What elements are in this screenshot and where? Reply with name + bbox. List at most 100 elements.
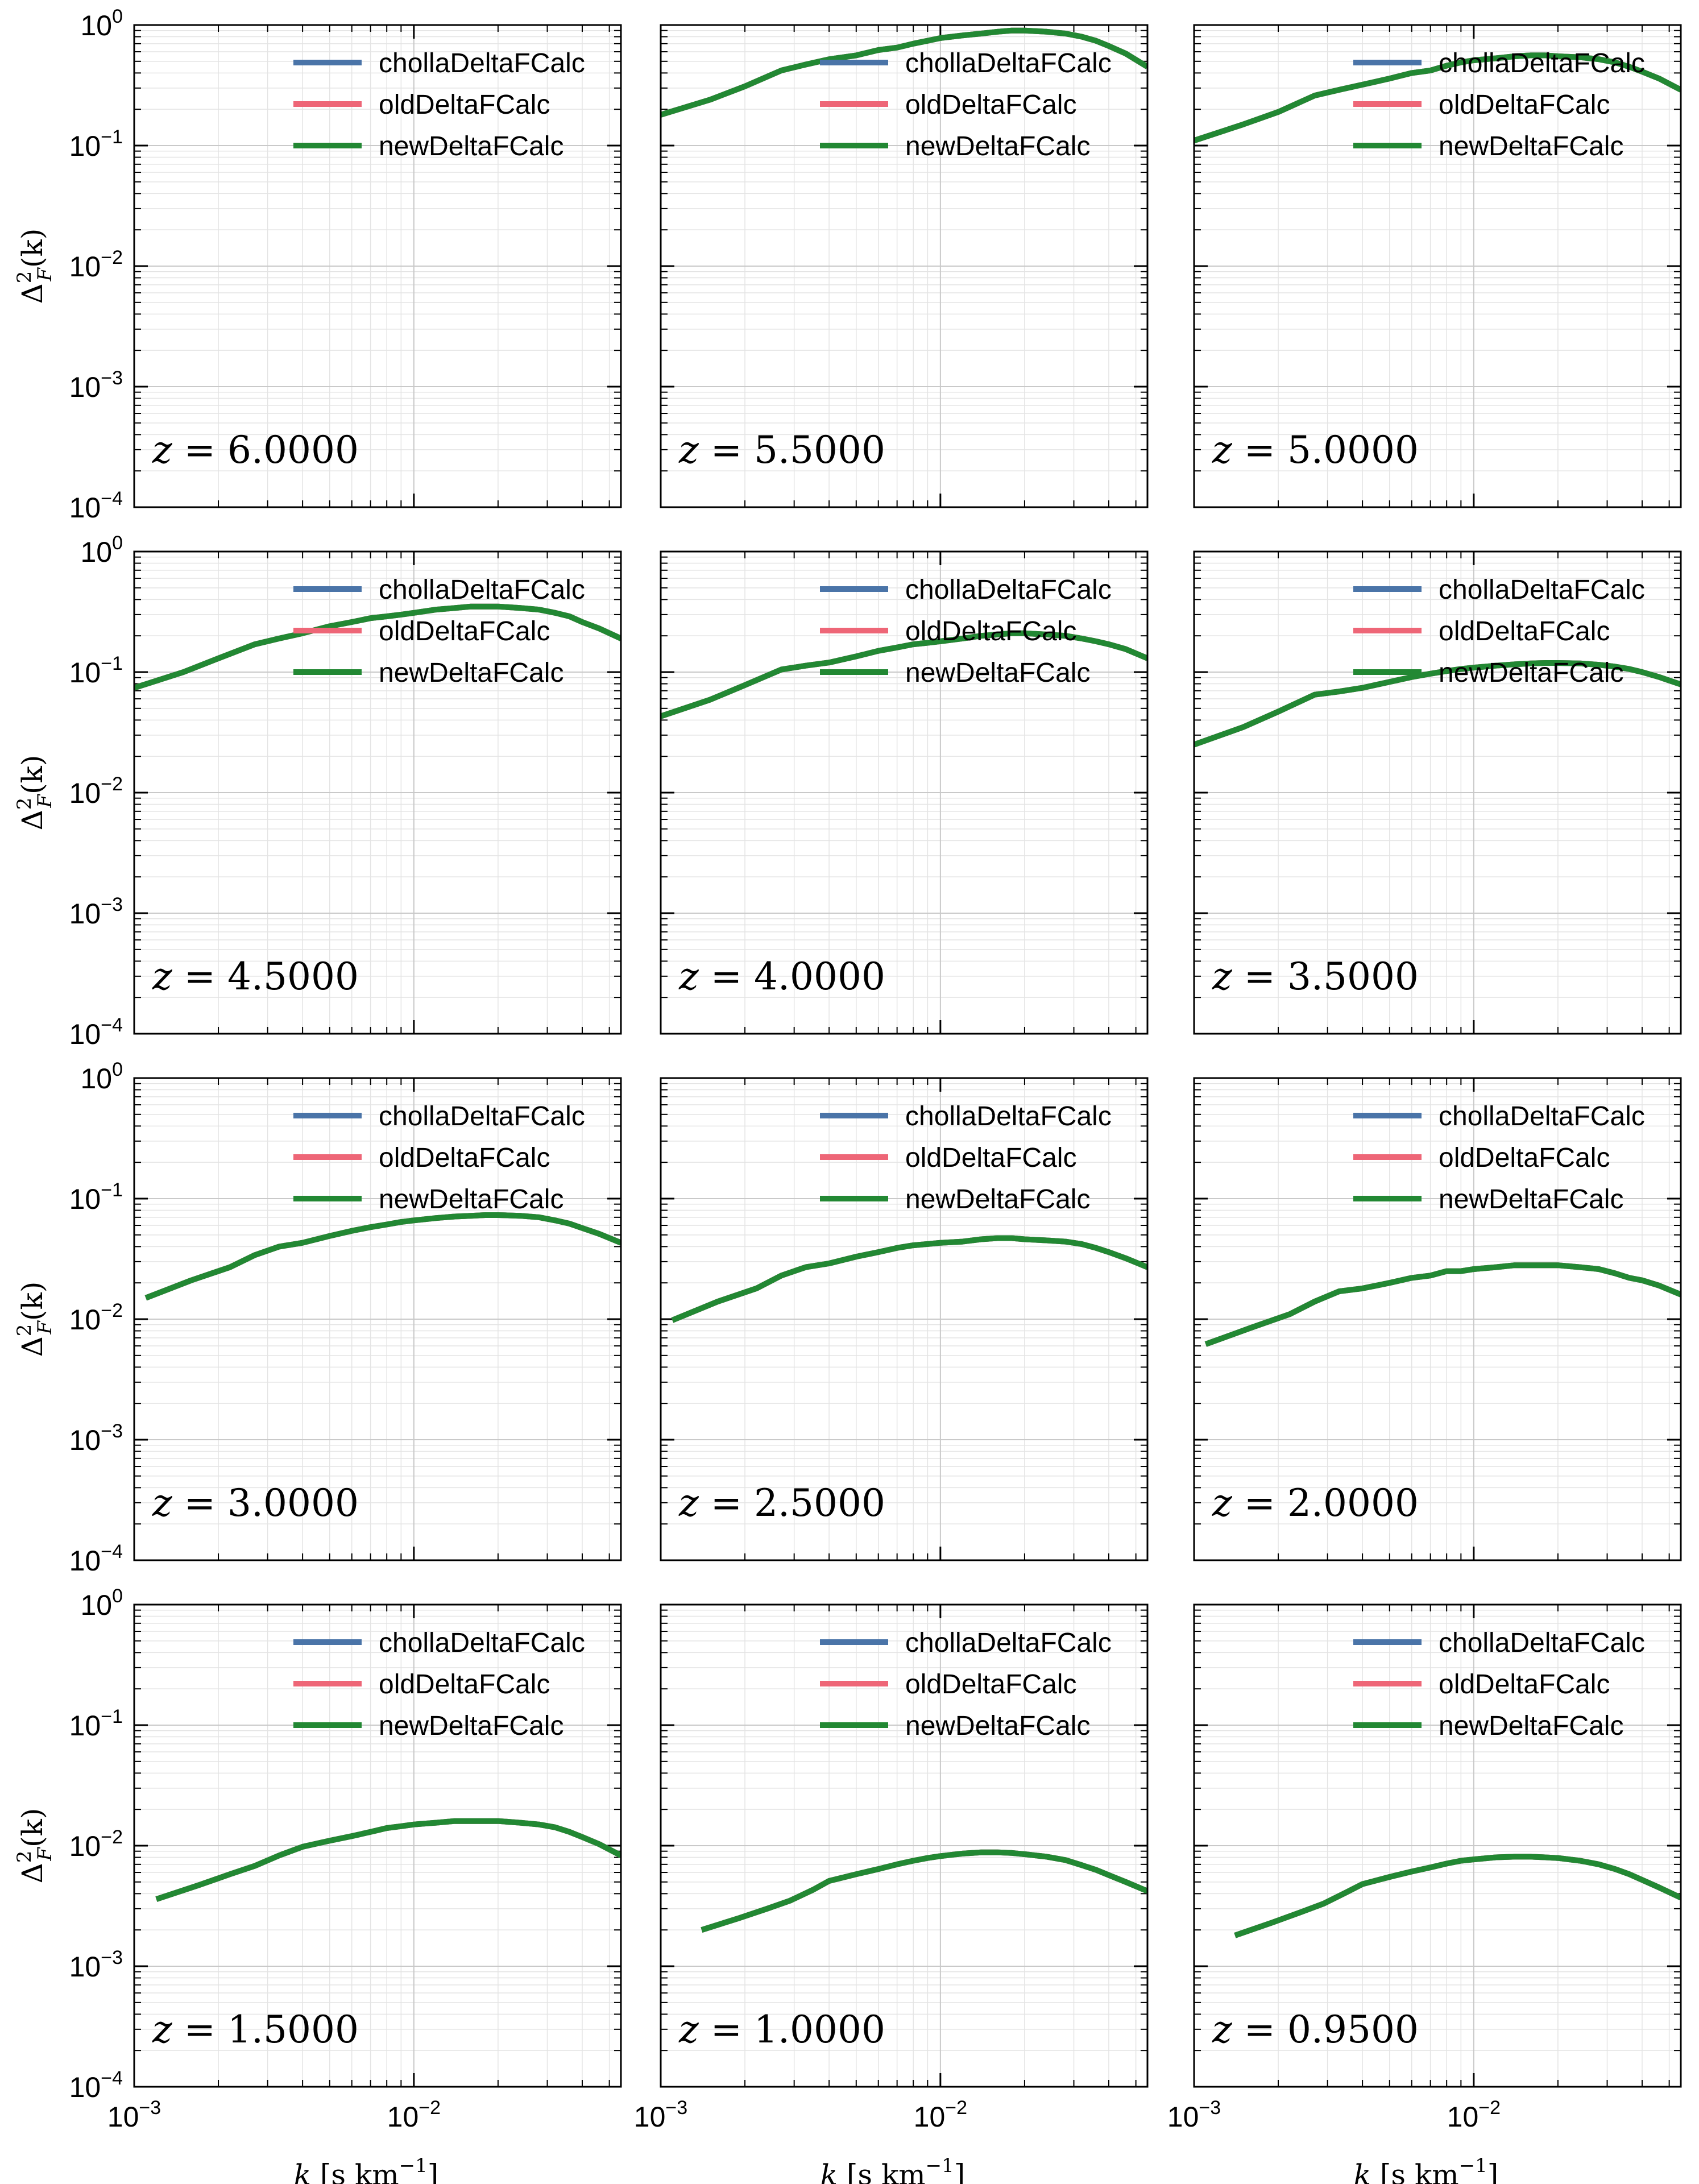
ylabel-var: Δ [16,1336,49,1357]
redshift-symbol: z [152,1481,173,1525]
legend-label: chollaDeltaFCalc [905,575,1112,605]
ylabel-arg: (k) [16,1808,49,1847]
y-tick-exp: −3 [101,1420,123,1442]
legend-label: oldDeltaFCalc [379,1143,550,1173]
panel-frame [660,550,1149,1035]
y-tick-label: 10−1 [69,126,123,162]
legend-label: chollaDeltaFCalc [1439,1628,1645,1658]
x-tick-exp: −3 [665,2097,687,2119]
redshift-label: z = 5.0000 [1212,428,1419,472]
x-tick-base: 10 [107,2101,139,2133]
panel-2: chollaDeltaFCalc oldDeltaFCalc newDeltaFCa… [660,24,1149,508]
panel-frame [133,1077,622,1561]
ylabel-var: Δ [16,283,49,304]
y-tick-exp: −1 [101,126,123,148]
y-tick-base: 10 [80,1063,112,1095]
x-tick-label: 10−3 [634,2097,687,2133]
series-line-newDeltaFCalc [1194,660,1681,748]
xlabel-var: k [1354,2158,1371,2184]
x-tick-exp: −2 [418,2097,441,2119]
series-line-newDeltaFCalc [155,1818,621,1902]
y-tick-base: 10 [69,2071,101,2103]
legend-label: newDeltaFCalc [1439,1711,1623,1741]
panel-7: chollaDeltaFCalc oldDeltaFCalc newDeltaFCa… [13,1059,622,1577]
panel-3: chollaDeltaFCalc oldDeltaFCalc newDeltaFCa… [1193,24,1682,508]
x-axis-label: k [s km−1] [294,2154,439,2184]
y-tick-base: 10 [69,1710,101,1742]
y-tick-exp: 0 [112,1585,123,1607]
xlabel-var: k [821,2158,838,2184]
x-tick-exp: −2 [1478,2097,1501,2119]
x-tick-base: 10 [634,2101,666,2133]
y-tick-exp: 0 [112,1059,123,1080]
y-tick-base: 10 [69,371,101,403]
x-tick-exp: −3 [1199,2097,1221,2119]
y-tick-label: 10−3 [69,1420,123,1456]
x-tick-label: 10−3 [107,2097,161,2133]
redshift-label: z = 0.9500 [1212,2008,1419,2052]
series-line-oldDeltaFCalc [155,1818,621,1902]
panel-1: chollaDeltaFCalc oldDeltaFCalc newDeltaFCa… [13,6,622,524]
redshift-label: z = 4.0000 [678,955,885,998]
y-tick-label: 10−2 [69,1300,123,1336]
legend-label: newDeltaFCalc [905,131,1090,161]
panel-frame [660,1603,1149,2088]
y-tick-exp: −1 [101,1706,123,1727]
panel-10: chollaDeltaFCalc oldDeltaFCalc newDeltaFCa… [13,1585,622,2184]
redshift-label: z = 3.0000 [152,1481,359,1525]
panel-frame [1193,1077,1682,1561]
ylabel-arg: (k) [16,755,49,794]
legend-label: oldDeltaFCalc [1439,1669,1610,1700]
legend-label: oldDeltaFCalc [379,1669,550,1700]
redshift-label: z = 2.0000 [1212,1481,1419,1525]
xlabel-unit: [s km [838,2158,926,2184]
legend-label: newDeltaFCalc [905,1184,1090,1215]
redshift-value: = 5.5000 [699,428,885,472]
legend-label: oldDeltaFCalc [379,616,550,647]
redshift-value: = 3.5000 [1232,955,1419,998]
legend-label: oldDeltaFCalc [1439,616,1610,647]
y-tick-label: 10−4 [69,1541,123,1577]
redshift-symbol: z [1212,955,1233,998]
y-tick-exp: −3 [101,894,123,915]
xlabel-close: ] [428,2158,439,2184]
legend-label: oldDeltaFCalc [905,1143,1076,1173]
y-tick-base: 10 [69,777,101,809]
ylabel-arg: (k) [16,229,49,268]
legend-label: newDeltaFCalc [1439,1184,1623,1215]
xlabel-close: ] [1487,2158,1499,2184]
series-line-chollaDeltaFCalc [671,1235,1147,1323]
y-tick-exp: −3 [101,367,123,389]
y-tick-label: 100 [80,1585,123,1621]
panel-frame [1193,24,1682,508]
x-tick-base: 10 [1167,2101,1199,2133]
y-tick-label: 10−1 [69,653,123,689]
panel-9: chollaDeltaFCalc oldDeltaFCalc newDeltaFCa… [1193,1077,1682,1561]
ylabel-sup: 2 [13,271,36,284]
y-tick-base: 10 [69,1830,101,1862]
redshift-label: z = 3.5000 [1212,955,1419,998]
ylabel-sup: 2 [13,1851,36,1863]
panel-4: chollaDeltaFCalc oldDeltaFCalc newDeltaFCa… [13,532,622,1050]
legend-label: newDeltaFCalc [379,1711,563,1741]
y-tick-label: 10−2 [69,1826,123,1862]
x-tick-exp: −2 [945,2097,967,2119]
redshift-symbol: z [1212,1481,1233,1525]
redshift-symbol: z [152,955,173,998]
redshift-symbol: z [152,2008,173,2052]
redshift-value: = 4.0000 [699,955,885,998]
y-tick-exp: −2 [101,247,123,268]
ylabel-sub: F [34,1320,56,1335]
redshift-value: = 5.0000 [1232,428,1419,472]
y-tick-label: 10−3 [69,1947,123,1983]
legend-label: chollaDeltaFCalc [379,1101,585,1132]
y-tick-exp: −4 [101,1014,123,1036]
panel-11: chollaDeltaFCalc oldDeltaFCalc newDeltaFCa… [634,1603,1149,2184]
panel-8: chollaDeltaFCalc oldDeltaFCalc newDeltaFCa… [660,1077,1149,1561]
ylabel-sub: F [34,794,56,809]
y-tick-base: 10 [69,492,101,524]
series-line-oldDeltaFCalc [1204,1262,1681,1347]
ylabel-sup: 2 [13,798,36,810]
legend-label: chollaDeltaFCalc [379,48,585,78]
